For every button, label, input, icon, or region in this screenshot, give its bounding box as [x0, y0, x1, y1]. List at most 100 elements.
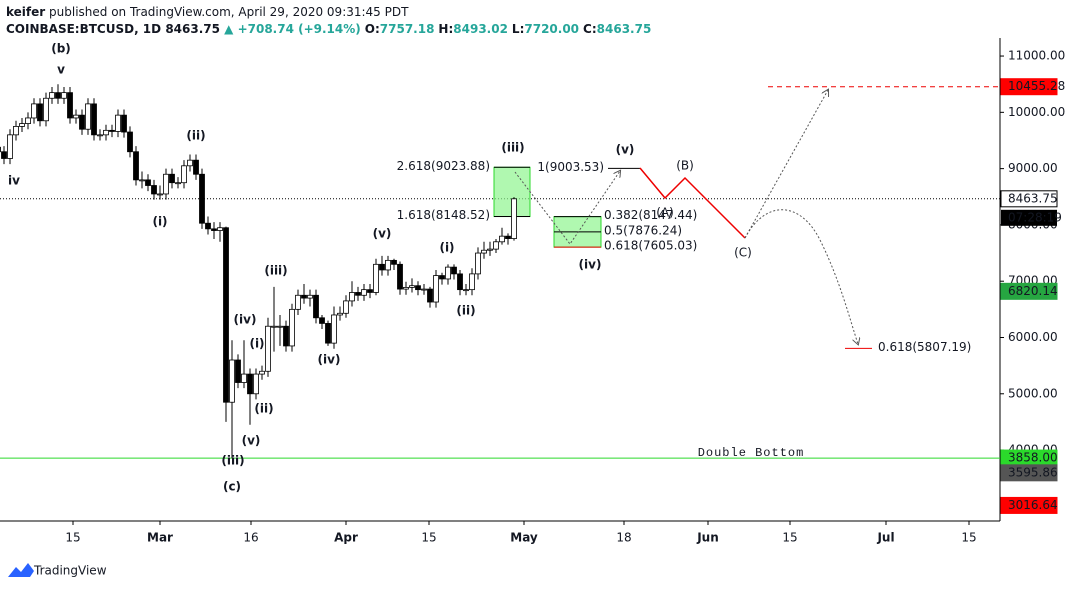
candle-body — [379, 263, 385, 271]
fib-label: 0.618(5807.19) — [878, 340, 971, 354]
quote-key: O: — [365, 22, 380, 36]
x-tick-label: Mar — [147, 531, 173, 545]
wave-label: (A) — [656, 206, 674, 220]
candle-body — [187, 159, 193, 167]
x-tick-label: 15 — [782, 531, 797, 545]
wave-label: (ii) — [456, 304, 475, 318]
candle-body — [229, 359, 235, 403]
candle-body — [91, 103, 97, 136]
price-marker — [1000, 496, 1058, 514]
candle-body — [301, 294, 307, 299]
wave-label: (i) — [249, 337, 264, 351]
candle-body — [325, 323, 331, 344]
wave-label: (v) — [373, 227, 392, 241]
quote-value: 8493.02 — [453, 22, 508, 36]
candle-body — [241, 373, 247, 383]
candle-body — [475, 252, 481, 275]
logo: TradingView — [8, 563, 107, 578]
price-marker-label: 10455.28 — [1008, 79, 1065, 93]
candle-body — [259, 370, 265, 375]
wave-label: (c) — [223, 480, 241, 494]
projection — [514, 90, 858, 344]
fib-label: 0.382(8147.44) — [604, 208, 697, 222]
candle-body — [271, 325, 277, 328]
candle-body — [331, 314, 337, 344]
candle-body — [415, 285, 421, 291]
x-tick-label: Apr — [334, 531, 358, 545]
header-line: keifer published on TradingView.com, Apr… — [6, 5, 409, 19]
candle-body — [157, 193, 163, 196]
candle-body — [361, 289, 367, 296]
wave-label: (B) — [676, 159, 694, 173]
candle-body — [439, 275, 445, 280]
candle-body — [427, 288, 433, 303]
candle-body — [493, 241, 499, 250]
logo-mark — [8, 563, 34, 577]
candle-body — [55, 92, 61, 99]
wave-label: (i) — [152, 215, 167, 229]
candle-body — [115, 114, 121, 132]
x-tick-label: Jul — [876, 531, 894, 545]
wave-label: (iii) — [264, 264, 287, 278]
candle-body — [25, 117, 31, 124]
projection-arrow — [514, 171, 620, 245]
quote-key: L: — [512, 22, 524, 36]
candle-body — [307, 294, 313, 299]
candle-body — [169, 173, 175, 184]
candle-body — [61, 92, 67, 99]
x-tick-label: Jun — [696, 531, 719, 545]
candle-body — [355, 292, 361, 296]
candle-body — [277, 325, 283, 328]
fib-label: 1.618(8148.52) — [397, 208, 490, 222]
price-marker — [1000, 78, 1058, 96]
candle-body — [391, 259, 397, 265]
candle-body — [133, 151, 139, 181]
candle-body — [175, 182, 181, 185]
projection-arrow — [744, 209, 858, 344]
wave-label: (iv) — [234, 313, 257, 327]
candle-body — [445, 266, 451, 280]
candle-body — [457, 273, 463, 291]
price-marker-label: 3016.64 — [1008, 498, 1058, 512]
wave-label: (v) — [242, 434, 261, 448]
candle-body — [319, 317, 325, 324]
candle-body — [97, 134, 103, 137]
quote-key: C: — [583, 22, 597, 36]
candle-body — [7, 134, 13, 159]
candle-body — [421, 288, 427, 291]
fib-label: 0.618(7605.03) — [604, 239, 697, 253]
price-marker-label: 6820.14 — [1008, 284, 1058, 298]
candle-body — [163, 173, 169, 195]
candle-body — [283, 325, 289, 347]
candle-body — [151, 185, 157, 195]
candle-body — [343, 300, 349, 314]
y-tick-label: 10000.00 — [1008, 105, 1065, 119]
candle-body — [193, 159, 199, 175]
price-marker-label: 8463.75 — [1008, 191, 1058, 205]
candle-body — [469, 273, 475, 291]
wave-label: (v) — [616, 143, 635, 157]
candle-body — [79, 114, 85, 130]
change: ▲ +708.74 (+9.14%) — [224, 22, 361, 36]
price-marker — [1000, 282, 1058, 300]
candle-body — [253, 373, 259, 395]
x-tick-label: 15 — [421, 531, 436, 545]
candle-body — [349, 292, 355, 302]
projection-arrow — [744, 90, 828, 239]
wave-label: (i) — [439, 241, 454, 255]
price-marker-label: 3858.00 — [1008, 451, 1058, 465]
candle-body — [481, 249, 487, 254]
x-tick-label: May — [510, 531, 538, 545]
published: published on TradingView.com, April 29, … — [49, 5, 409, 19]
candle-body — [487, 248, 493, 251]
last-price: 8463.75 — [165, 22, 220, 36]
y-tick-label: 9000.00 — [1008, 161, 1058, 175]
candle-body — [295, 294, 301, 310]
brand: TradingView — [33, 564, 107, 578]
fib-label: 0.5(7876.24) — [604, 223, 682, 237]
wave-label: (ii) — [254, 402, 273, 416]
candle-body — [223, 227, 229, 403]
candle-body — [181, 165, 187, 184]
wave-label: (iv) — [318, 353, 341, 367]
